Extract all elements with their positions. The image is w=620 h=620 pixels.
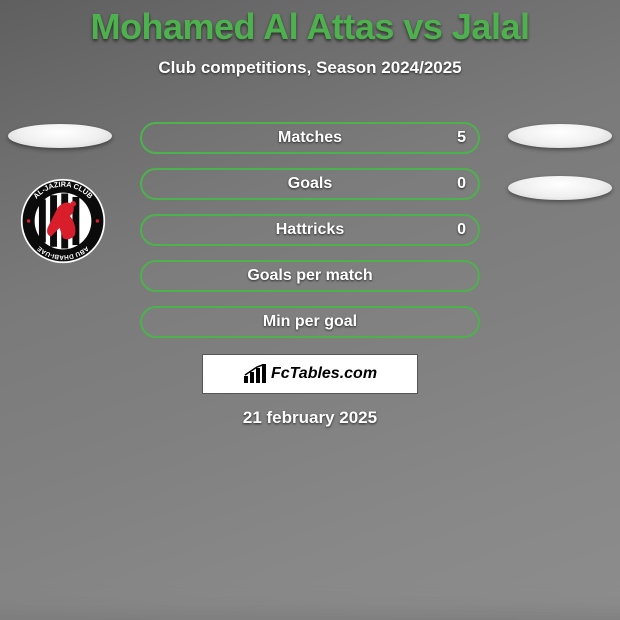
- subtitle: Club competitions, Season 2024/2025: [0, 58, 620, 78]
- stat-label: Min per goal: [263, 313, 357, 331]
- attribution-text: FcTables.com: [271, 365, 377, 383]
- stat-right-value: 5: [457, 129, 466, 147]
- date-text: 21 february 2025: [0, 408, 620, 428]
- stat-label: Matches: [278, 129, 342, 147]
- stat-row-goals: Goals 0: [140, 168, 480, 200]
- al-jazira-badge-icon: AL-JAZIRA CLUB ABU DHABI-UAE: [20, 178, 106, 264]
- stat-label: Hattricks: [276, 221, 344, 239]
- stat-row-matches: Matches 5: [140, 122, 480, 154]
- stat-row-hattricks: Hattricks 0: [140, 214, 480, 246]
- stat-row-goals-per-match: Goals per match: [140, 260, 480, 292]
- stat-right-value: 0: [457, 221, 466, 239]
- stat-rows: Matches 5 Goals 0 Hattricks 0 Goals per …: [140, 122, 480, 352]
- stat-row-min-per-goal: Min per goal: [140, 306, 480, 338]
- page-title: Mohamed Al Attas vs Jalal: [0, 0, 620, 48]
- attribution-box: FcTables.com: [202, 354, 418, 394]
- club-badge: AL-JAZIRA CLUB ABU DHABI-UAE: [20, 178, 106, 264]
- infographic: Mohamed Al Attas vs Jalal Club competiti…: [0, 0, 620, 580]
- player-right-oval-2: [508, 176, 612, 200]
- stat-right-value: 0: [457, 175, 466, 193]
- player-right-oval-1: [508, 124, 612, 148]
- player-left-oval: [8, 124, 112, 148]
- stat-label: Goals: [288, 175, 332, 193]
- stat-label: Goals per match: [247, 267, 372, 285]
- bar-chart-icon: [243, 364, 267, 384]
